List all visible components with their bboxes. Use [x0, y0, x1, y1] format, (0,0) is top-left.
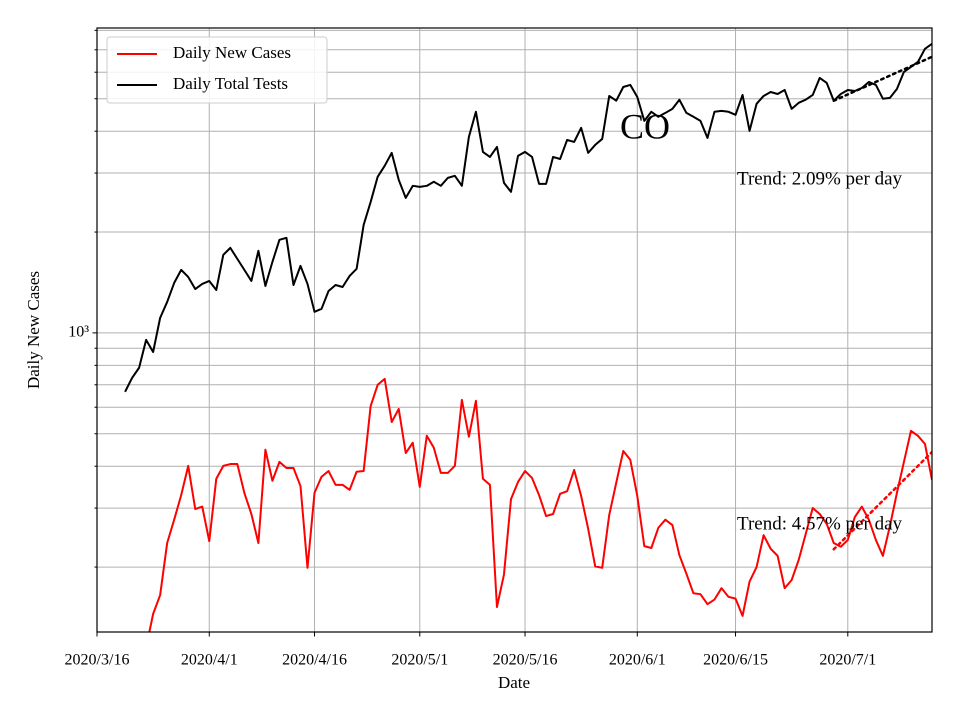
- x-tick-label: 2020/4/16: [282, 652, 347, 669]
- plot-frame: [96, 27, 933, 633]
- state-label: CO: [620, 106, 670, 146]
- trend-line: [832, 450, 932, 551]
- x-tick-label: 2020/6/1: [609, 652, 666, 669]
- lines: [124, 42, 932, 632]
- legend-box: [106, 36, 328, 104]
- x-tick-label: 2020/5/1: [391, 652, 448, 669]
- x-tick-label: 2020/6/15: [703, 652, 768, 669]
- y-tick-label: 10³: [68, 324, 89, 341]
- x-tick-label: 2020/5/16: [493, 652, 558, 669]
- y-axis-label: Daily New Cases: [24, 271, 43, 389]
- legend-label: Daily New Cases: [173, 43, 291, 62]
- x-tick-label: 2020/3/16: [65, 652, 130, 669]
- trend-label: Trend: 2.09% per day: [737, 168, 902, 189]
- trend-line: [832, 55, 932, 102]
- x-axis-label: Date: [498, 673, 530, 692]
- trend-label: Trend: 4.57% per day: [737, 513, 902, 534]
- legend-label: Daily Total Tests: [173, 74, 288, 93]
- grid: [92, 28, 932, 637]
- series-line: [124, 42, 932, 393]
- legend: Daily New Cases Daily Total Tests: [106, 36, 328, 104]
- x-tick-label: 2020/7/1: [819, 652, 876, 669]
- x-tick-label: 2020/4/1: [181, 652, 238, 669]
- series-line: [148, 377, 932, 632]
